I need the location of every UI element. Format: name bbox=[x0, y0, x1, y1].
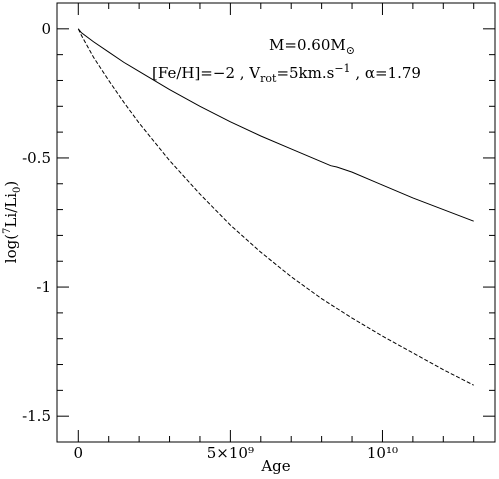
y-tick-label: -1.5 bbox=[22, 407, 51, 425]
x-tick-label: 0 bbox=[74, 444, 84, 462]
y-tick-label: -1 bbox=[36, 278, 51, 296]
y-axis-label: log(7Li/Li0) bbox=[2, 181, 23, 263]
series-group bbox=[77, 28, 474, 386]
annotation-mass: M=0.60M⊙ bbox=[269, 36, 355, 57]
plot-frame bbox=[56, 2, 496, 443]
y-tick-label: 0 bbox=[41, 20, 51, 38]
series-line-solid bbox=[77, 28, 474, 222]
tick-labels: 0 -0.5 -1 -1.5 0 5×10⁹ 10¹⁰ bbox=[22, 20, 398, 462]
series-line-dashed bbox=[77, 28, 474, 386]
ticks bbox=[57, 2, 495, 443]
y-tick-label: -0.5 bbox=[22, 149, 51, 167]
x-tick-label: 10¹⁰ bbox=[367, 444, 398, 462]
annotation-params: [Fe/H]=−2 , Vrot=5km.s−1 , α=1.79 bbox=[152, 62, 421, 85]
x-tick-label: 5×10⁹ bbox=[207, 444, 254, 462]
x-axis-label: Age bbox=[260, 457, 290, 475]
